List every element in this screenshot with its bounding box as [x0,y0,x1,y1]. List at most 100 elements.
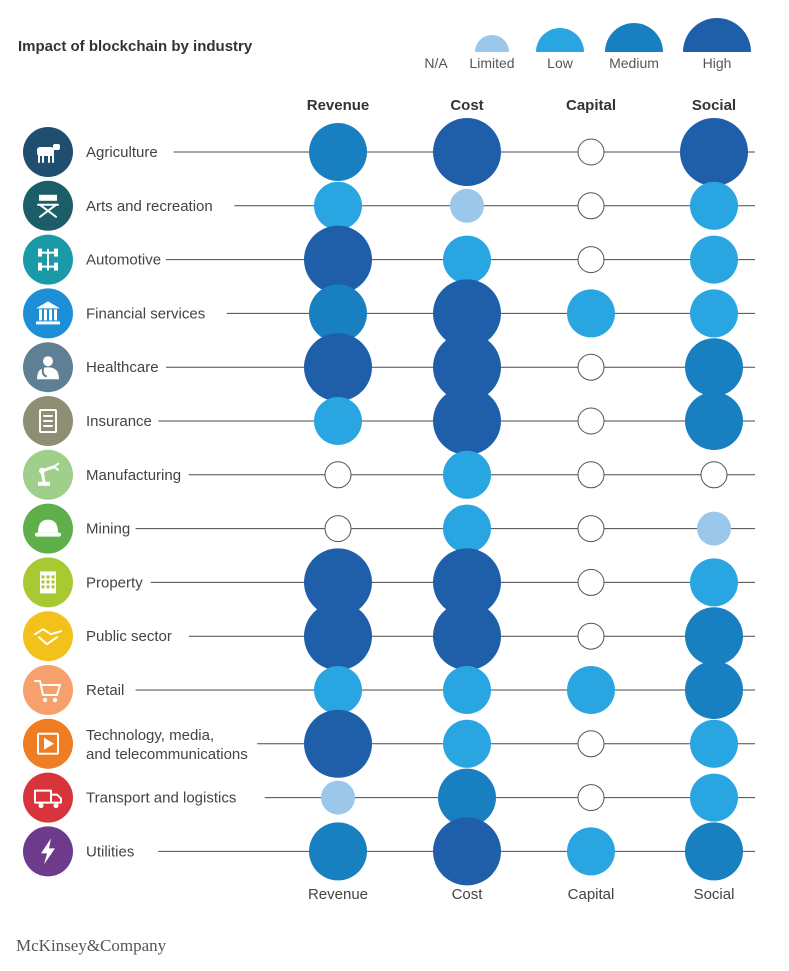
directors-chair-icon [23,180,73,231]
bubble-capital-na [577,622,605,650]
industry-row-insurance: Insurance [23,387,755,455]
legend-label-limited: Limited [469,55,514,71]
bubble-revenue-low [314,181,362,230]
bubble-social-medium [685,661,743,719]
bubble-cost-low [443,666,491,714]
industry-row-manufacturing: Manufacturing [23,449,755,500]
bubble-capital-low [567,289,615,338]
legend-swatch-high [683,18,751,52]
column-footer-social: Social [694,886,735,903]
bubble-social-low [690,289,738,338]
industry-label: Property [86,574,143,591]
industry-label: Arts and recreation [86,198,213,215]
bubble-revenue-high [304,548,372,617]
bubble-social-low [690,719,738,768]
bubble-capital-na [577,730,605,758]
bubble-social-low [690,773,738,822]
column-header-social: Social [692,97,736,114]
bubble-revenue-low [314,397,362,445]
bubble-cost-limited [450,188,484,223]
bubble-revenue-limited [321,780,355,815]
column-header-capital: Capital [566,97,616,114]
industry-label: Insurance [86,413,152,430]
bubble-revenue-high [304,602,372,671]
industry-row-agriculture: Agriculture [23,118,755,186]
bubble-revenue-na [324,515,352,543]
legend-label-medium: Medium [609,55,659,71]
doctor-icon [23,342,73,393]
industry-row-mining: Mining [23,503,755,554]
bubble-cost-high [433,118,501,186]
bubble-capital-na [577,461,605,489]
bubble-capital-na [577,784,605,812]
bubble-cost-high [433,602,501,671]
bubble-revenue-medium [309,822,367,881]
industry-row-utilities: Utilities [23,817,755,886]
bubble-social-medium [685,822,743,881]
bubble-cost-low [443,235,491,284]
document-icon [23,396,73,446]
bubble-revenue-high [304,709,372,778]
bubble-revenue-high [304,225,372,294]
column-headers: Revenue Cost Capital Social [307,97,736,114]
column-header-revenue: Revenue [307,97,370,114]
bubble-social-limited [697,511,731,546]
bubble-capital-na [577,568,605,596]
bubble-social-medium [685,338,743,397]
bubble-cost-high [433,387,501,455]
industry-label: Mining [86,521,130,538]
bubble-capital-na [577,246,605,274]
robot-arm-icon [23,449,73,500]
industry-label: Financial services [86,305,205,322]
column-footer-revenue: Revenue [308,886,368,903]
industry-row-arts-and-recreation: Arts and recreation [23,180,755,231]
bubble-cost-medium [438,768,496,827]
industry-row-financial-services: Financial services [23,279,755,348]
bubble-cost-high [433,279,501,348]
legend-swatch-low [536,28,584,52]
legend-label-na: N/A [424,55,448,71]
handshake-icon [23,611,73,662]
industry-label: Utilities [86,843,134,860]
video-play-icon [23,718,73,769]
column-footers: Revenue Cost Capital Social [308,886,734,903]
bubble-revenue-na [324,461,352,489]
industry-rows: Agriculture Arts and recreation Automotive… [23,118,755,886]
chart-title: Impact of blockchain by industry [18,38,253,55]
bubble-cost-low [443,450,491,499]
industry-label: Healthcare [86,359,159,376]
source-logo: McKinsey&Company [16,936,167,955]
industry-label: Agriculture [86,144,158,161]
legend-label-high: High [703,55,732,71]
lightning-icon [23,826,73,877]
industry-row-transport-and-logistics: Transport and logistics [23,768,755,827]
legend: N/A Limited Low Medium High [424,18,751,71]
industry-row-retail: Retail [23,661,755,719]
bubble-social-medium [685,392,743,450]
bubble-revenue-medium [309,123,367,181]
bubble-revenue-high [304,333,372,402]
bubble-cost-low [443,504,491,553]
bubble-capital-na [577,353,605,381]
industry-row-property: Property [23,548,755,617]
bubble-social-na [700,461,728,489]
shopping-cart-icon [23,665,73,715]
legend-swatch-medium [605,23,663,52]
industry-row-healthcare: Healthcare [23,333,755,402]
bubble-social-low [690,558,738,607]
bubble-capital-na [577,515,605,543]
industry-label: Technology, media, and telecommunications [86,727,248,763]
hard-hat-icon [23,503,73,554]
bubble-capital-na [577,192,605,220]
bubble-capital-low [567,666,615,714]
legend-label-low: Low [547,55,574,71]
bubble-capital-na [577,138,605,166]
bubble-social-high [680,118,748,186]
building-icon [23,557,73,608]
bubble-social-medium [685,607,743,666]
industry-label: Retail [86,682,124,699]
bubble-cost-high [433,333,501,402]
bank-icon [23,288,73,339]
bubble-capital-na [577,407,605,435]
